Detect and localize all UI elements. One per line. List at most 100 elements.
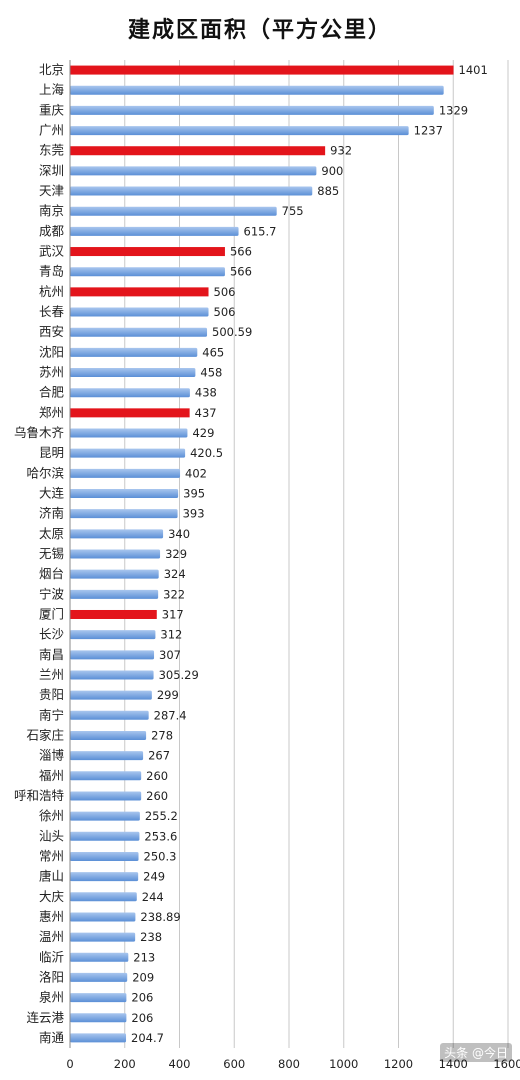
category-label: 合肥 [39,385,65,400]
value-label: 437 [195,406,217,420]
category-label: 长春 [39,304,65,319]
category-label: 东莞 [39,143,64,158]
value-label: 299 [157,688,179,702]
bar [70,892,137,902]
value-label: 305.29 [159,668,199,682]
bar [70,105,434,115]
bar [70,670,154,680]
category-label: 大庆 [39,889,65,904]
value-label: 395 [183,487,205,501]
bar [70,771,142,781]
category-label: 上海 [39,82,65,97]
bar [70,126,409,136]
category-label: 北京 [39,62,64,77]
value-label: 755 [282,204,304,218]
bar [70,1013,127,1023]
bar [70,972,128,982]
value-label: 566 [230,265,252,279]
category-label: 泉州 [39,990,64,1005]
category-label: 洛阳 [39,969,64,984]
category-label: 石家庄 [26,727,64,742]
x-tick-label: 1200 [384,1057,413,1071]
bar [70,428,188,438]
category-label: 成都 [39,223,65,238]
bar [70,569,159,579]
chart-title: 建成区面积（平方公里） [127,18,392,43]
value-label: 329 [165,547,187,561]
bar [70,872,139,882]
bar [70,267,225,277]
bar [70,650,155,660]
bar [70,166,317,176]
value-label: 1329 [439,103,468,117]
value-label: 402 [185,466,207,480]
value-label: 267 [148,749,170,763]
bar [70,710,149,720]
category-label: 烟台 [39,566,64,581]
x-tick-label: 400 [169,1057,191,1071]
category-label: 南京 [39,203,64,218]
value-label: 312 [160,628,182,642]
value-label: 420.5 [190,446,223,460]
bar [70,549,161,559]
value-label: 885 [317,184,339,198]
bar-highlighted [70,146,326,156]
category-label: 郑州 [39,405,64,420]
bar [70,448,186,458]
value-label: 324 [164,567,186,581]
bar [70,952,129,962]
category-label: 南宁 [39,707,64,722]
bar [70,912,136,922]
bar [70,347,198,357]
x-axis: 0 200 400 600 800 1000 1200 1400 1600 [66,60,520,1071]
x-tick-label: 1400 [439,1057,468,1071]
category-label: 苏州 [39,365,64,380]
value-label: 238.89 [140,910,180,924]
bar [70,589,159,599]
value-label: 255.2 [145,809,178,823]
bar [70,811,140,821]
bar-highlighted [70,287,209,297]
value-label: 615.7 [244,224,277,238]
bar-highlighted [70,65,454,75]
value-label: 1237 [414,124,443,138]
bar [70,751,144,761]
bar [70,226,239,236]
value-label: 566 [230,245,252,259]
category-label: 无锡 [39,546,64,561]
category-label: 武汉 [39,244,65,259]
category-label: 青岛 [39,264,64,279]
category-label: 贵阳 [39,687,64,702]
value-label: 206 [131,1011,153,1025]
value-label: 206 [131,991,153,1005]
value-label: 209 [132,970,154,984]
value-label: 260 [146,789,168,803]
value-label: 249 [143,870,165,884]
bar [70,932,136,942]
category-label: 唐山 [39,869,64,884]
bar [70,630,156,640]
bar [70,85,444,95]
category-label: 宁波 [39,586,65,601]
bar-highlighted [70,609,157,619]
category-label: 汕头 [39,828,64,843]
value-label: 253.6 [144,829,177,843]
category-label: 南通 [39,1030,65,1045]
category-label: 杭州 [39,284,64,299]
bar [70,186,313,196]
category-label: 天津 [39,183,64,198]
bar [70,509,178,519]
value-label: 250.3 [144,849,177,863]
value-label: 900 [321,164,343,178]
category-label: 昆明 [39,445,64,460]
category-label: 淄博 [39,748,65,763]
x-tick-label: 600 [223,1057,245,1071]
value-label: 322 [163,587,185,601]
x-tick-label: 1000 [329,1057,358,1071]
category-label: 济南 [39,506,64,521]
category-label: 广州 [39,123,64,138]
value-label: 932 [330,144,352,158]
